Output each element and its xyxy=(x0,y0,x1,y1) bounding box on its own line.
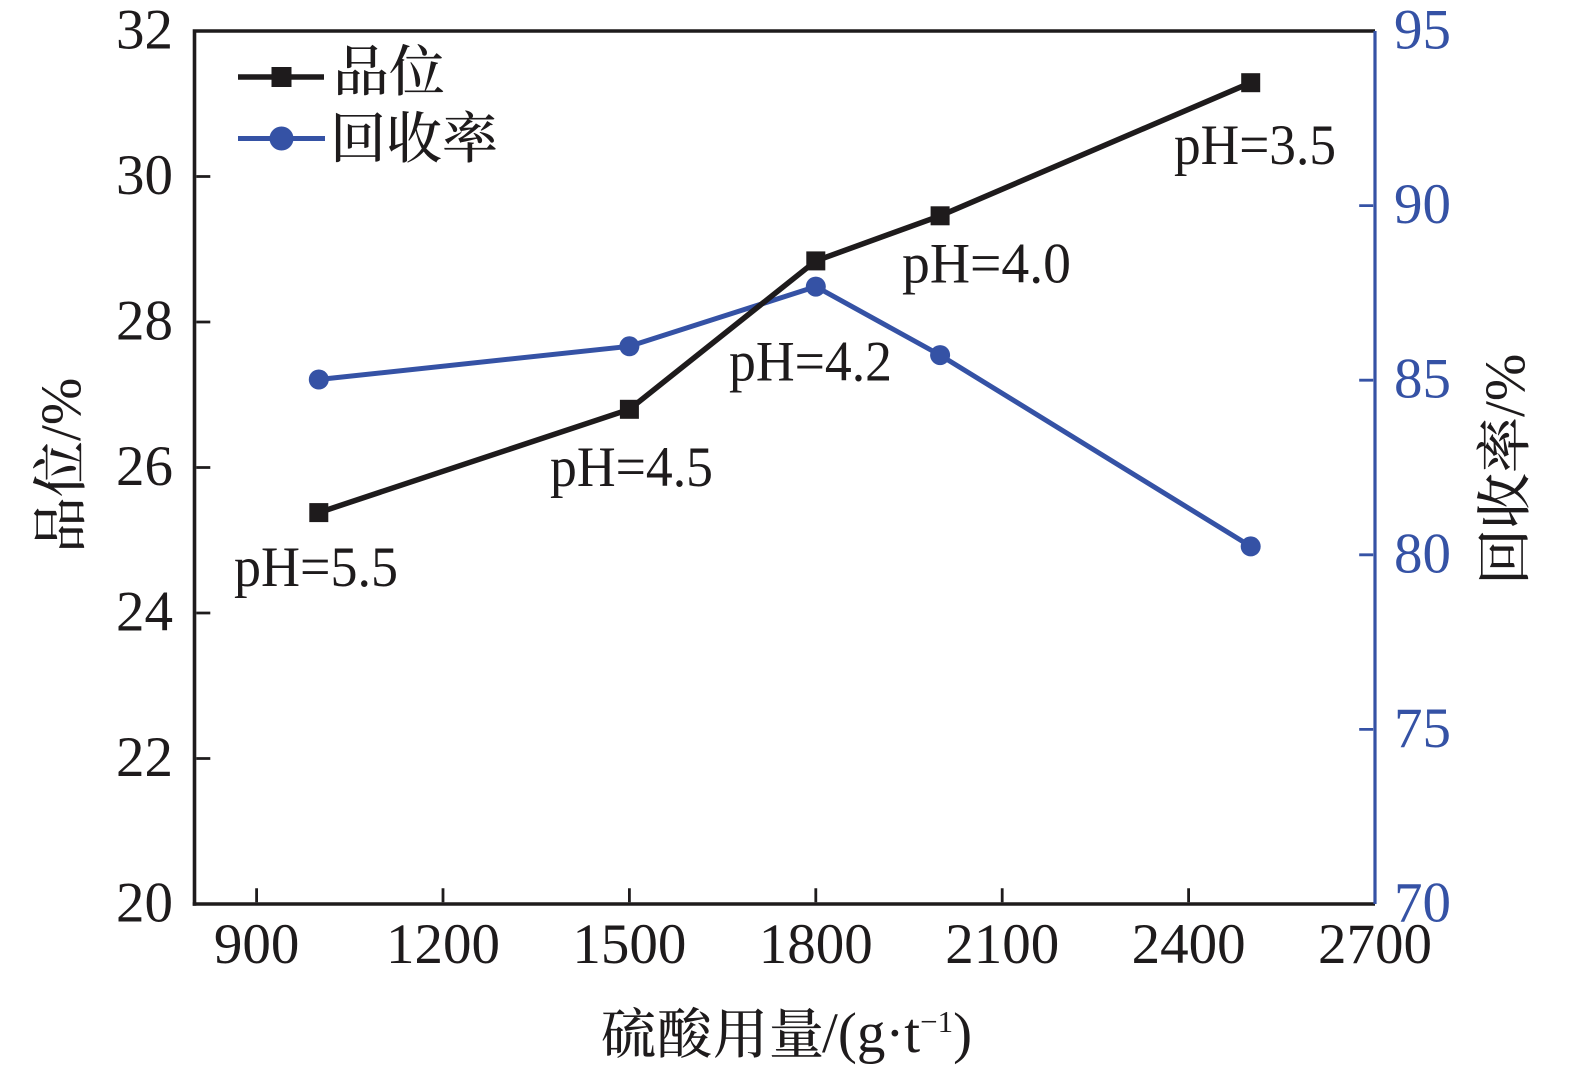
svg-text:/%: /% xyxy=(30,378,93,441)
svg-text:30: 30 xyxy=(116,144,173,207)
svg-text:2400: 2400 xyxy=(1132,913,1246,976)
svg-text:900: 900 xyxy=(214,913,300,976)
svg-text:pH=3.5: pH=3.5 xyxy=(1174,114,1336,177)
svg-text:pH=4.5: pH=4.5 xyxy=(550,436,713,499)
svg-text:/%: /% xyxy=(1474,354,1537,417)
svg-text:80: 80 xyxy=(1394,522,1451,585)
svg-text:90: 90 xyxy=(1394,173,1451,236)
svg-text:95: 95 xyxy=(1394,0,1451,62)
svg-text:85: 85 xyxy=(1394,348,1451,411)
svg-text:26: 26 xyxy=(116,435,173,498)
svg-text:pH=4.2: pH=4.2 xyxy=(729,331,892,394)
svg-text:2700: 2700 xyxy=(1318,913,1432,976)
svg-text:pH=4.0: pH=4.0 xyxy=(902,232,1071,295)
svg-text:1200: 1200 xyxy=(386,913,500,976)
svg-text:2100: 2100 xyxy=(945,913,1059,976)
svg-text:75: 75 xyxy=(1394,697,1451,760)
svg-text:1500: 1500 xyxy=(572,913,686,976)
svg-text:70: 70 xyxy=(1394,872,1451,935)
svg-text:22: 22 xyxy=(116,726,173,789)
svg-text:pH=5.5: pH=5.5 xyxy=(234,536,398,599)
svg-text:32: 32 xyxy=(116,0,173,62)
svg-text:28: 28 xyxy=(116,290,173,353)
svg-text:20: 20 xyxy=(116,872,173,935)
svg-text:24: 24 xyxy=(116,581,173,644)
svg-text:1800: 1800 xyxy=(759,913,873,976)
